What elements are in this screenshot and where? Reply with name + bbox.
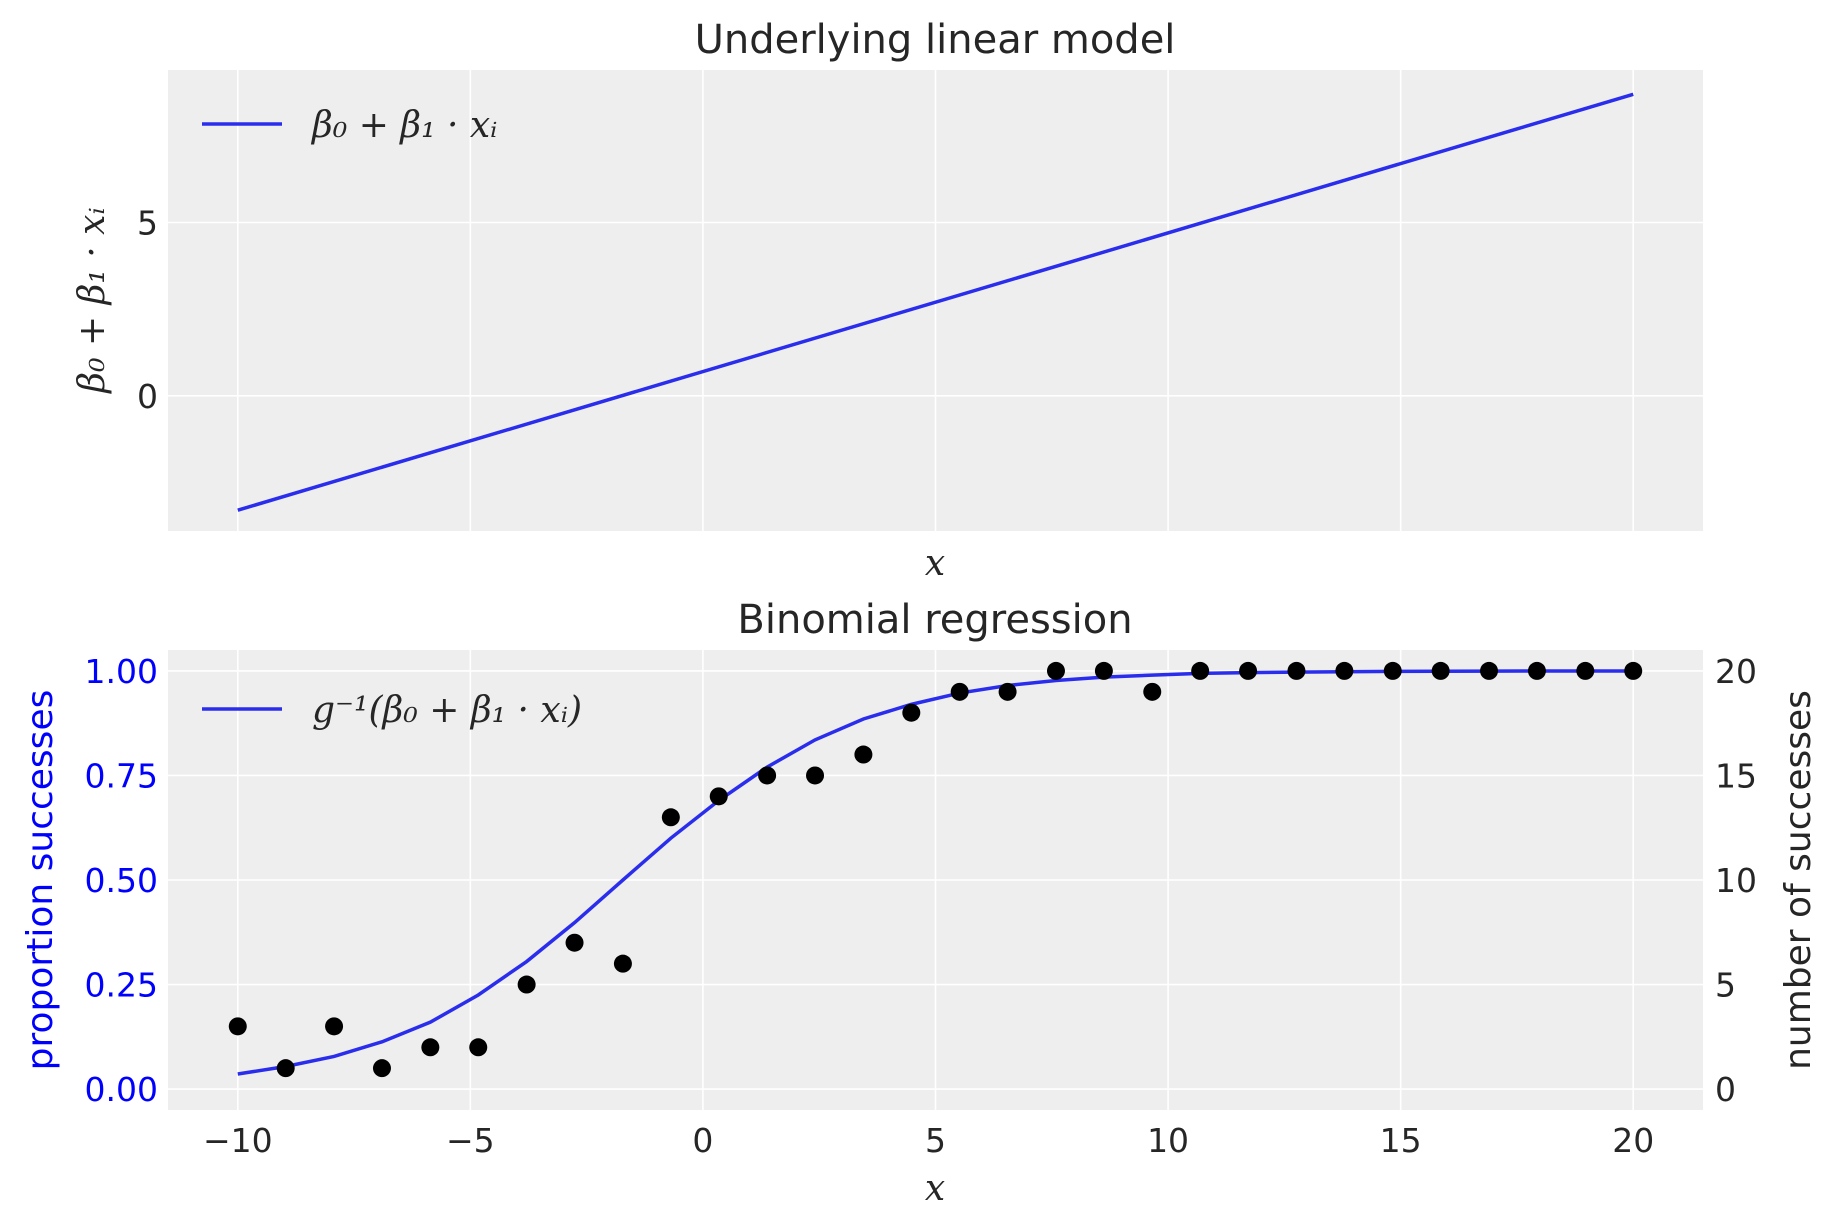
success-count-point [1046,661,1065,680]
success-count-point [1191,661,1210,680]
success-count-point [1431,661,1450,680]
success-count-point [1383,661,1402,680]
success-count-point [1143,682,1162,701]
success-count-point [1094,661,1113,680]
linear-model-legend: β₀ + β₁ · xᵢ [202,105,497,146]
binomial-regression-legend: g⁻¹(β₀ + β₁ · xᵢ) [202,690,582,731]
linear-model-title: Underlying linear model [695,17,1176,63]
success-count-point [1480,661,1499,680]
binomial-regression-right-y-tick-label: 5 [1715,966,1736,1005]
binomial-regression-x-tick-label: 0 [692,1121,713,1160]
linear-model-y-ticks: 05 [137,204,158,416]
success-count-point [1239,661,1258,680]
success-count-point [950,682,969,701]
binomial-regression-left-y-tick-label: 0.00 [85,1070,158,1109]
binomial-regression-x-tick-label: 15 [1380,1121,1422,1160]
success-count-point [421,1038,440,1057]
linear-model-series [237,92,1634,512]
binomial-regression-right-y-tick-label: 0 [1715,1070,1736,1109]
binomial-regression-x-tick-label: 5 [925,1121,946,1160]
success-count-point [998,682,1017,701]
success-count-point [372,1059,391,1078]
linear-model-legend-label: β₀ + β₁ · xᵢ [310,105,497,146]
success-count-point [902,703,921,722]
success-count-point [1576,661,1595,680]
linear-model-x-axis-label: x [925,543,945,584]
linear-model-grid [168,70,1703,531]
linear-model-y-axis-label: β₀ + β₁ · xᵢ [72,207,113,394]
binomial-regression-right-y-tick-label: 15 [1715,756,1757,795]
linear-model-y-tick-label: 5 [137,204,158,243]
success-count-point [469,1038,488,1057]
binomial-regression-left-y-tick-label: 0.50 [85,861,158,900]
binomial-regression-title: Binomial regression [737,597,1132,643]
success-count-point [854,745,873,764]
binomial-regression-right-y-axis-label: number of successes [1778,690,1819,1070]
success-count-point [709,787,728,806]
success-count-point [1335,661,1354,680]
binomial-regression-panel: −10 −5 0 5 10 15 20 0.00 0.25 0.50 0.75 1.00 0 5 10 15 2… [20,597,1819,1209]
success-count-point [517,975,536,994]
success-count-point [806,766,825,785]
linear-model-y-tick-label: 0 [137,377,158,416]
binomial-regression-left-y-tick-label: 0.25 [85,966,158,1005]
success-count-point [758,766,777,785]
binomial-regression-legend-label: g⁻¹(β₀ + β₁ · xᵢ) [312,690,582,731]
success-count-point [1527,661,1546,680]
binomial-regression-x-axis-label: x [925,1168,945,1209]
linear-model-line [237,92,1634,512]
success-count-point [1287,661,1306,680]
success-count-point [1624,661,1643,680]
success-count-point [228,1017,247,1036]
success-count-point [276,1059,295,1078]
binomial-regression-x-tick-label: 10 [1147,1121,1189,1160]
binomial-regression-left-y-tick-label: 1.00 [85,652,158,691]
success-count-point [613,954,632,973]
binomial-regression-series [228,661,1643,1078]
binomial-regression-x-tick-label: 20 [1612,1121,1654,1160]
success-count-point [661,808,680,827]
binomial-regression-left-y-axis-label: proportion successes [20,690,61,1071]
binomial-regression-right-y-tick-label: 20 [1715,652,1757,691]
binomial-regression-right-y-tick-label: 10 [1715,861,1757,900]
binomial-regression-ticks: −10 −5 0 5 10 15 20 0.00 0.25 0.50 0.75 1.00 0 5 10 15 2… [85,652,1757,1160]
binomial-regression-grid [168,650,1703,1110]
success-count-point [325,1017,344,1036]
success-count-point [565,933,584,952]
linear-model-panel: 05 Underlying linear model x β₀ + β₁ · x… [72,17,1703,584]
binomial-regression-x-tick-label: −5 [446,1121,495,1160]
binomial-regression-left-y-tick-label: 0.75 [85,756,158,795]
binomial-regression-x-tick-label: −10 [203,1121,273,1160]
